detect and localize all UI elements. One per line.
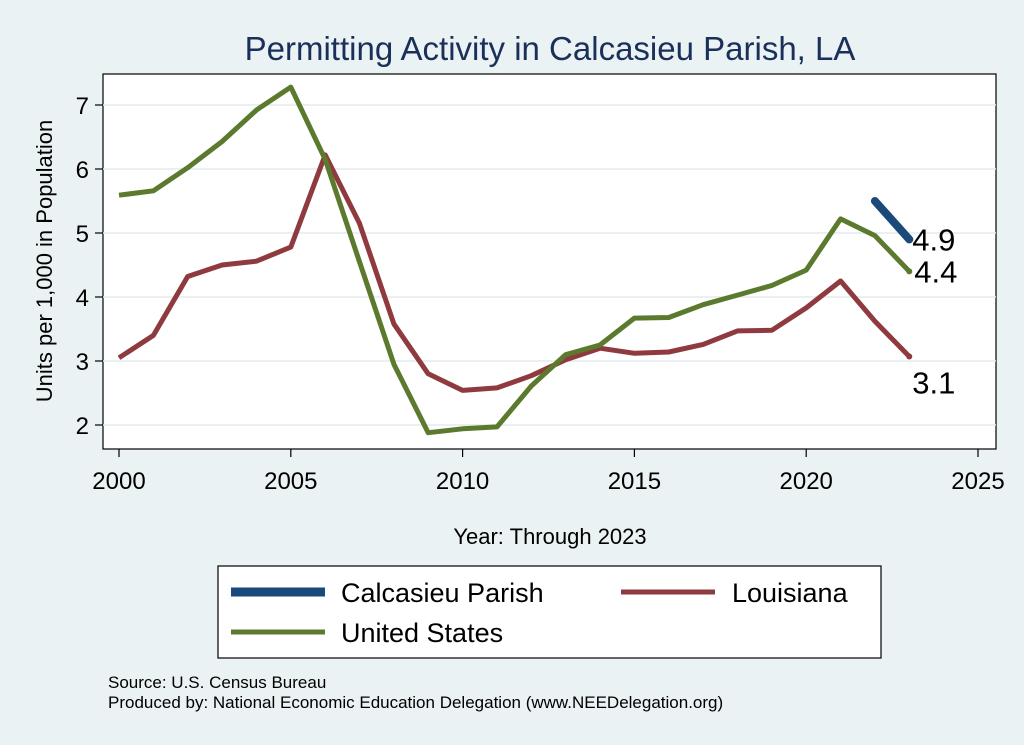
x-tick-label-2005: 2005 (264, 468, 317, 495)
series-line-louisiana (117, 152, 912, 393)
legend-box (217, 565, 882, 659)
grid-lines (103, 104, 996, 426)
series-lines (117, 84, 914, 436)
end-label-louisiana: 3.1 (912, 366, 955, 401)
x-tick-label-2020: 2020 (780, 468, 833, 495)
series-end-marker-calcasieu-parish (906, 236, 913, 243)
legend-label-united-states: United States (341, 618, 503, 648)
y-tick-label-6: 6 (76, 157, 89, 184)
series-line-united-states (118, 84, 912, 436)
end-labels: 4.9 3.1 4.4 (912, 222, 957, 400)
x-tick-label-2015: 2015 (608, 468, 661, 495)
axes: 2 3 4 5 6 7 2000 2005 2010 2015 2020 2025 (76, 93, 1005, 495)
legend: Calcasieu Parish Louisiana United States (231, 578, 849, 648)
y-tick-label-7: 7 (76, 93, 89, 120)
series-line-calcasieu-parish (870, 197, 914, 244)
legend-label-louisiana: Louisiana (732, 578, 849, 608)
end-label-united-states: 4.4 (914, 254, 957, 289)
x-tick-label-2010: 2010 (436, 468, 489, 495)
y-tick-label-5: 5 (76, 221, 89, 248)
x-axis-title: Year: Through 2023 (453, 524, 646, 549)
y-axis-title: Units per 1,000 in Population (32, 120, 57, 403)
source-note: Source: U.S. Census Bureau (108, 673, 326, 692)
legend-label-calcasieu-parish: Calcasieu Parish (341, 578, 544, 608)
x-tick-label-2000: 2000 (92, 468, 145, 495)
series-end-marker-louisiana (906, 353, 913, 360)
series-end-marker-united-states (906, 268, 913, 275)
y-tick-label-2: 2 (76, 413, 89, 440)
y-tick-label-3: 3 (76, 349, 89, 376)
produced-by-note: Produced by: National Economic Education… (108, 693, 723, 712)
y-tick-label-4: 4 (76, 285, 89, 312)
end-label-calcasieu-parish: 4.9 (912, 222, 955, 257)
x-tick-label-2025: 2025 (951, 468, 1004, 495)
chart-title: Permitting Activity in Calcasieu Parish,… (245, 30, 856, 67)
